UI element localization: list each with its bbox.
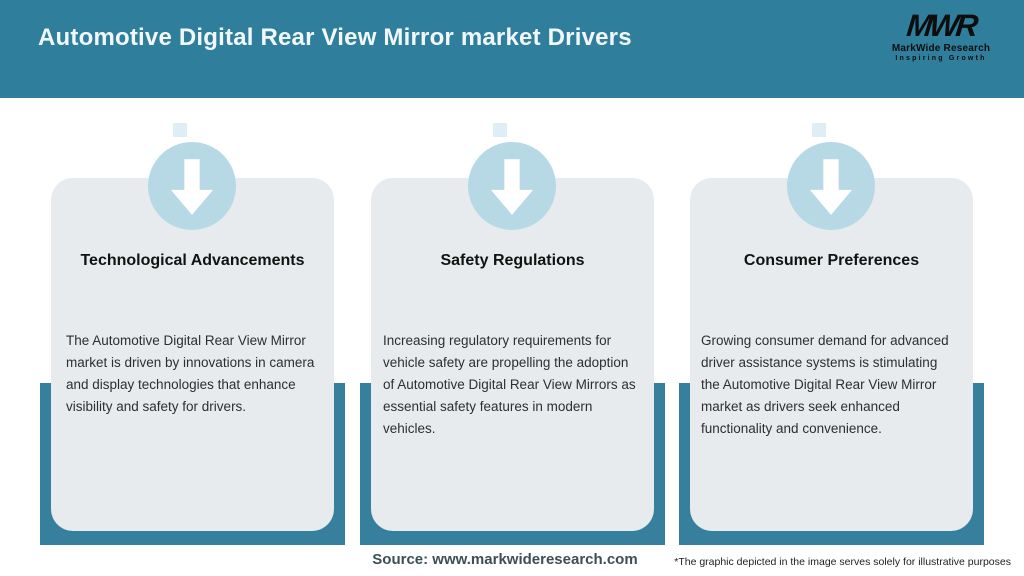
arrow-tail-notch [173, 123, 187, 137]
driver-card [690, 178, 973, 531]
driver-card [51, 178, 334, 531]
arrow-tail-notch [812, 123, 826, 137]
markwide-research-logo: MWR MarkWide Research Inspiring Growth [886, 8, 996, 62]
header-bar: Automotive Digital Rear View Mirror mark… [0, 0, 1024, 98]
arrow-tail-notch [493, 123, 507, 137]
down-arrow-icon [148, 142, 236, 230]
card-description: Increasing regulatory requirements for v… [383, 333, 636, 436]
source-text: Source: www.markwideresearch.com [372, 551, 638, 568]
card-description: Growing consumer demand for advanced dri… [701, 333, 949, 436]
down-arrow-icon [468, 142, 556, 230]
disclaimer-text: *The graphic depicted in the image serve… [674, 556, 1011, 568]
card-title: Safety Regulations [440, 252, 585, 269]
logo-acronym: MWR [904, 8, 978, 43]
card-title: Consumer Preferences [743, 252, 920, 269]
logo-name: MarkWide Research [891, 43, 991, 54]
card-description: The Automotive Digital Rear View Mirror … [66, 333, 315, 414]
card-title: Technological Advancements [80, 252, 305, 269]
page-title: Automotive Digital Rear View Mirror mark… [38, 24, 632, 51]
driver-card [371, 178, 654, 531]
down-arrow-icon [787, 142, 875, 230]
logo-tagline: Inspiring Growth [895, 55, 987, 62]
